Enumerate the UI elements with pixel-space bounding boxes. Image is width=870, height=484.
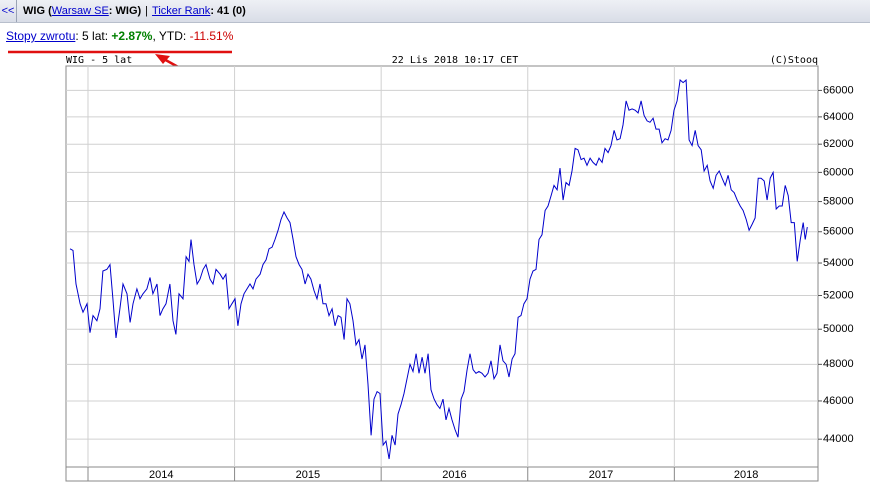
x-tick-label: 2018 — [734, 469, 758, 481]
y-tick-label: 54000 — [823, 257, 854, 269]
plot-area — [65, 65, 819, 482]
y-tick-label: 46000 — [823, 395, 854, 407]
x-tick-label: 2015 — [296, 469, 320, 481]
ytd-label: , YTD: — [152, 29, 190, 43]
rank: : 41 (0) — [210, 5, 246, 17]
chart-subtitle: 22 Lis 2018 10:17 CET — [392, 55, 518, 66]
annotation-arrowhead — [155, 54, 170, 64]
period-label: : 5 lat: — [75, 29, 112, 43]
x-tick-label: 2016 — [442, 469, 466, 481]
chart-source: (C)Stooq — [770, 55, 818, 66]
chart-title: WIG - 5 lat — [66, 55, 132, 66]
y-tick-label: 50000 — [823, 323, 854, 335]
returns-link[interactable]: Stopy zwrotu — [6, 29, 76, 43]
y-tick-label: 62000 — [823, 138, 854, 150]
period-return: +2.87% — [111, 29, 153, 43]
y-tick-label: 60000 — [823, 166, 854, 178]
x-tick-label: 2014 — [149, 469, 173, 481]
y-tick-label: 44000 — [823, 433, 854, 445]
rank-link[interactable]: Ticker Rank — [152, 5, 211, 17]
ytd-return: -11.51% — [189, 29, 234, 43]
separator: | — [145, 5, 149, 17]
symbol: : WIG) — [108, 5, 142, 17]
header-bar: << WIG (Warsaw SE: WIG) | Ticker Rank: 41 (… — [0, 0, 870, 23]
exchange-link[interactable]: Warsaw SE — [51, 5, 109, 17]
x-tick-label: 2017 — [589, 469, 613, 481]
ticker: WIG — [23, 5, 45, 17]
y-tick-label: 52000 — [823, 289, 854, 301]
back-link[interactable]: << — [0, 0, 17, 22]
returns: Stopy zwrotu: 5 lat: +2.87%, YTD: -11.51… — [6, 29, 233, 43]
paren: ( — [48, 5, 52, 17]
y-tick-label: 58000 — [823, 195, 854, 207]
price-line — [69, 78, 808, 460]
y-tick-label: 56000 — [823, 226, 854, 238]
y-tick-label: 66000 — [823, 84, 854, 96]
y-tick-label: 64000 — [823, 111, 854, 123]
y-tick-label: 48000 — [823, 358, 854, 370]
